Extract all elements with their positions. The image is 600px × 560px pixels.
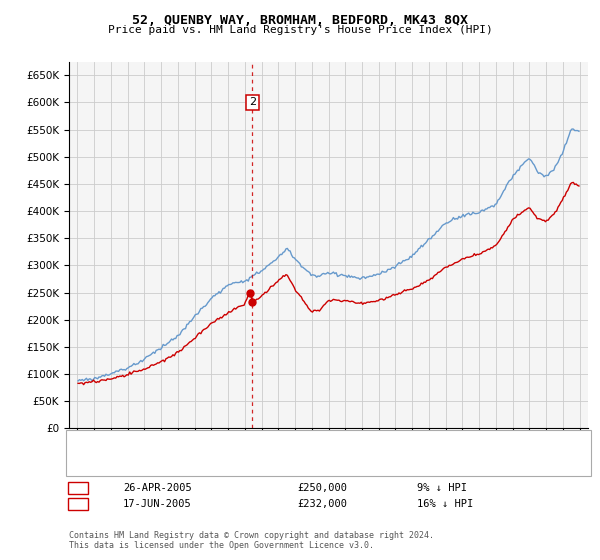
Text: 2: 2 (249, 97, 256, 108)
Text: 52, QUENBY WAY, BROMHAM, BEDFORD, MK43 8QX (detached house): 52, QUENBY WAY, BROMHAM, BEDFORD, MK43 8… (108, 440, 447, 449)
Text: Contains HM Land Registry data © Crown copyright and database right 2024.
This d: Contains HM Land Registry data © Crown c… (69, 530, 434, 550)
Text: Price paid vs. HM Land Registry's House Price Index (HPI): Price paid vs. HM Land Registry's House … (107, 25, 493, 35)
Text: HPI: Average price, detached house, Bedford: HPI: Average price, detached house, Bedf… (108, 458, 355, 466)
Text: 16% ↓ HPI: 16% ↓ HPI (417, 499, 473, 509)
Text: 17-JUN-2005: 17-JUN-2005 (123, 499, 192, 509)
Text: 52, QUENBY WAY, BROMHAM, BEDFORD, MK43 8QX: 52, QUENBY WAY, BROMHAM, BEDFORD, MK43 8… (132, 14, 468, 27)
Text: 2: 2 (74, 499, 82, 509)
Text: 9% ↓ HPI: 9% ↓ HPI (417, 483, 467, 493)
Text: 1: 1 (74, 483, 82, 493)
Text: 26-APR-2005: 26-APR-2005 (123, 483, 192, 493)
Text: £250,000: £250,000 (297, 483, 347, 493)
Text: £232,000: £232,000 (297, 499, 347, 509)
